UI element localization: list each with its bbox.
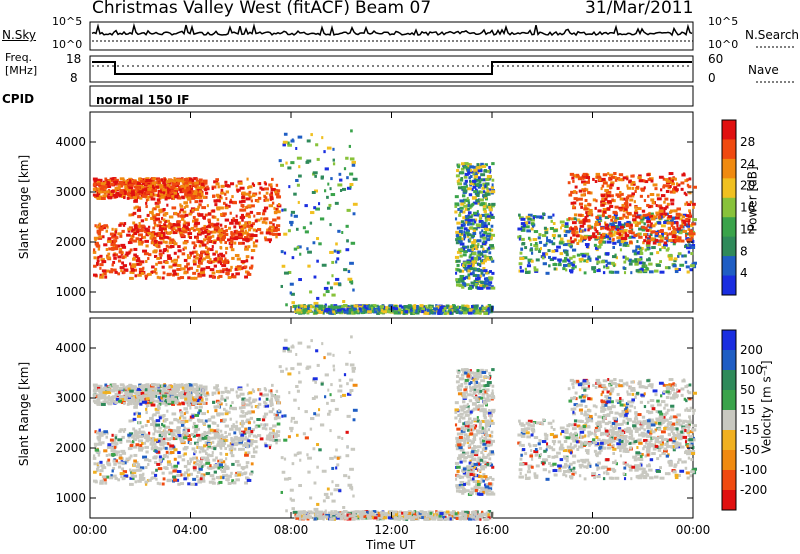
freq-label: Freq. [5,51,33,64]
velocity-colorbar: 200 100 50 15 -15 -50 -100 -200 [721,329,767,511]
colorbar-tick-label: 4 [740,266,748,280]
colorbar-tick-label: -50 [740,443,760,457]
nsky-label: N.Sky [2,28,37,42]
site-title: Christmas Valley West (fitACF) [92,0,351,18]
nave-tick-bottom: 0 [708,71,716,85]
x-tick-label: 00:00 [676,523,711,537]
nsearch-tick-top: 10^5 [708,15,738,28]
nsearch-label: N.Search [745,28,800,42]
colorbar-tick-label: 8 [740,244,748,258]
colorbar-tick-label: 12 [740,222,755,236]
colorbar-tick-label: 200 [740,343,763,357]
x-tick-label: 08:00 [274,523,309,537]
velocity-ytick-label: 1000 [55,491,86,505]
nsky-tick-top: 10^5 [52,15,82,28]
colorbar-tick-label: 28 [740,135,755,149]
nave-label: Nave [748,63,779,77]
freq-panel: 18 8 60 0 [66,52,795,85]
colorbar-tick-label: 16 [740,201,755,215]
x-axis-ticks: 00:00 04:00 08:00 12:00 16:00 20:00 00:00 [73,112,711,537]
cpid-mode: normal 150 IF [96,93,190,107]
velocity-ytick-label: 3000 [55,391,86,405]
beam-label: Beam 07 [355,0,432,18]
colorbar-tick-label: -15 [740,423,760,437]
x-tick-label: 20:00 [575,523,610,537]
nave-tick-top: 60 [708,52,723,66]
power-ytick-label: 3000 [55,185,86,199]
power-ytick-label: 2000 [55,235,86,249]
velocity-ytick-label: 4000 [55,341,86,355]
x-tick-label: 04:00 [173,523,208,537]
colorbar-tick-label: 15 [740,403,755,417]
nsearch-tick-bottom: 10^0 [708,38,738,51]
velocity-ytick-label: 2000 [55,441,86,455]
date-label: 31/Mar/2011 [585,0,694,18]
colorbar-tick-label: -200 [740,483,767,497]
freq-tick-top: 18 [66,52,81,66]
freq-tick-bottom: 8 [70,71,78,85]
freq-series-line [92,61,692,75]
colorbar-tick-label: 100 [740,363,763,377]
nsky-series-line [91,22,693,37]
freq-unit-label: [MHz] [5,64,38,77]
x-tick-label: 16:00 [475,523,510,537]
power-ytick-label: 4000 [55,135,86,149]
nsky-panel: 10^5 10^0 10^5 10^0 [52,15,795,51]
velocity-panel: 1000 2000 3000 4000 [55,317,697,521]
power-colorbar: 28 24 20 16 12 8 4 [721,119,755,296]
x-axis-label: Time UT [366,538,416,552]
cpid-label: CPID [2,92,35,106]
nsky-tick-bottom: 10^0 [52,38,82,51]
x-tick-label: 12:00 [374,523,409,537]
x-tick-label: 00:00 [73,523,108,537]
power-panel: 1000 2000 3000 4000 [55,111,697,315]
colorbar-tick-label: 24 [740,157,755,171]
colorbar-tick-label: 20 [740,179,755,193]
cpid-panel [89,85,694,107]
colorbar-tick-label: -100 [740,463,767,477]
colorbar-tick-label: 50 [740,383,755,397]
power-ytick-label: 1000 [55,285,86,299]
